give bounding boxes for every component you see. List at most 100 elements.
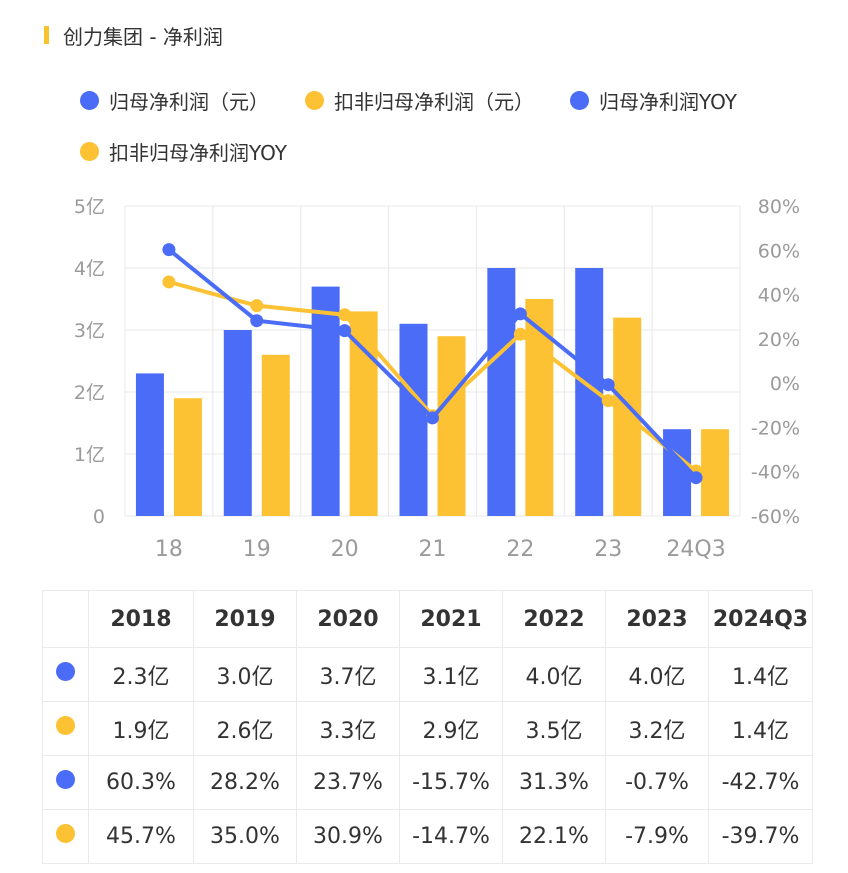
y-left-tick-label: 3亿 [74,320,105,342]
table-cell: 23.7% [296,755,400,810]
table-cell: -15.7% [399,755,503,810]
table-cell: 45.7% [88,809,194,864]
table-cell: 1.4亿 [708,701,813,756]
y-right-tick-label: 20% [758,329,800,351]
table-cell: 35.0% [193,809,297,864]
series-dot-icon [56,824,75,843]
table-header-cell: 2018 [88,590,194,648]
bar-net-profit [487,268,516,516]
y-left-tick-label: 2亿 [74,382,105,404]
x-tick-label: 22 [506,537,534,562]
table-row: 1.9亿 2.6亿 3.3亿 2.9亿 3.5亿 3.2亿 1.4亿 [42,701,813,756]
x-tick-label: 23 [594,537,622,562]
legend-label: 扣非归母净利润（元） [334,90,534,114]
bar-net-profit [663,429,692,516]
point-deducted-yoy [162,275,176,289]
table-header-cell: 2024Q3 [708,590,813,648]
table-row: 2.3亿 3.0亿 3.7亿 3.1亿 4.0亿 4.0亿 1.4亿 [42,647,813,702]
table-cell: 3.7亿 [296,647,400,702]
point-net-profit-yoy [513,307,527,321]
legend-item[interactable]: 归母净利润（元） [80,86,269,115]
table-cell: 30.9% [296,809,400,864]
y-left-tick-label: 4亿 [74,258,105,280]
data-table: 2018 2019 2020 2021 2022 2023 2024Q3 2.3亿 3.0亿 3… [42,590,813,864]
table-header-cell: 2020 [296,590,400,648]
bar-net-profit [135,373,164,516]
legend-dot-icon [570,91,589,110]
x-tick-label: 24Q3 [666,537,725,562]
table-cell: 22.1% [502,809,606,864]
series-marker-cell [42,809,89,864]
x-tick-label: 21 [419,537,447,562]
table-cell: 3.1亿 [399,647,503,702]
y-right-tick-label: 0% [770,373,800,395]
bar-deducted-net-profit [261,354,290,516]
legend-dot-icon [80,142,99,161]
series-dot-icon [56,716,75,735]
net-profit-chart: 0 1亿 2亿 3亿 4亿 5亿 -60% -40% -20% 0% 20% 40% 60% 80% 18 1… [74,196,800,562]
y-left-tick-label: 0 [93,506,105,528]
title-bar: 创力集团 - 净利润 [44,22,223,49]
x-tick-label: 20 [331,537,359,562]
point-net-profit-yoy [689,471,703,485]
series-dot-icon [56,770,75,789]
chart-title: 创力集团 - 净利润 [63,24,223,49]
table-cell: 2.9亿 [399,701,503,756]
table-cell: 3.3亿 [296,701,400,756]
table-cell: -42.7% [708,755,813,810]
y-right-tick-label: -20% [751,417,800,439]
series-dot-icon [56,662,75,681]
y-left-tick-label: 5亿 [74,196,105,218]
bar-deducted-net-profit [437,336,466,516]
table-cell: 1.9亿 [88,701,194,756]
table-cell: 60.3% [88,755,194,810]
table-corner-cell [42,590,89,648]
point-deducted-yoy [250,299,264,313]
table-header-cell: 2022 [502,590,606,648]
bar-net-profit [399,323,428,516]
table-cell: -7.9% [605,809,709,864]
legend-dot-icon [80,91,99,110]
x-tick-label: 19 [243,537,271,562]
bar-deducted-net-profit [173,398,202,516]
table-cell: 2.3亿 [88,647,194,702]
y-right-tick-label: 60% [758,240,800,262]
legend-item[interactable]: 扣非归母净利润YOY [80,137,287,166]
table-cell: 31.3% [502,755,606,810]
y-right-tick-label: 40% [758,285,800,307]
legend-label: 归母净利润YOY [599,90,737,114]
title-accent-bar [44,26,49,44]
table-cell: 4.0亿 [502,647,606,702]
point-deducted-yoy [601,394,615,408]
table-cell: 3.2亿 [605,701,709,756]
y-left-tick-label: 1亿 [74,444,105,466]
x-tick-label: 18 [155,537,183,562]
table-cell: 1.4亿 [708,647,813,702]
point-net-profit-yoy [601,378,615,392]
y-right-tick-label: -60% [751,506,800,528]
bar-net-profit [223,330,252,516]
table-cell: -14.7% [399,809,503,864]
point-net-profit-yoy [426,411,439,425]
y-right-tick-label: 80% [758,196,800,218]
table-cell: 28.2% [193,755,297,810]
legend-item[interactable]: 扣非归母净利润（元） [305,86,534,115]
legend-item[interactable]: 归母净利润YOY [570,86,737,115]
chart-legend: 归母净利润（元） 扣非归母净利润（元） 归母净利润YOY 扣非归母净利润YOY [80,86,820,166]
table-cell: 4.0亿 [605,647,709,702]
table-cell: -39.7% [708,809,813,864]
table-cell: -0.7% [605,755,709,810]
legend-dot-icon [305,91,324,110]
y-right-tick-label: -40% [751,462,800,484]
table-cell: 3.0亿 [193,647,297,702]
point-net-profit-yoy [250,314,264,328]
point-net-profit-yoy [338,324,352,338]
bar-net-profit [311,286,340,516]
series-marker-cell [42,701,89,756]
point-deducted-yoy [338,308,352,322]
series-marker-cell [42,647,89,702]
legend-label: 扣非归母净利润YOY [109,141,287,165]
table-row: 45.7% 35.0% 30.9% -14.7% 22.1% -7.9% -39.7% [42,809,813,864]
table-row: 60.3% 28.2% 23.7% -15.7% 31.3% -0.7% -42.7% [42,755,813,810]
table-header-cell: 2021 [399,590,503,648]
